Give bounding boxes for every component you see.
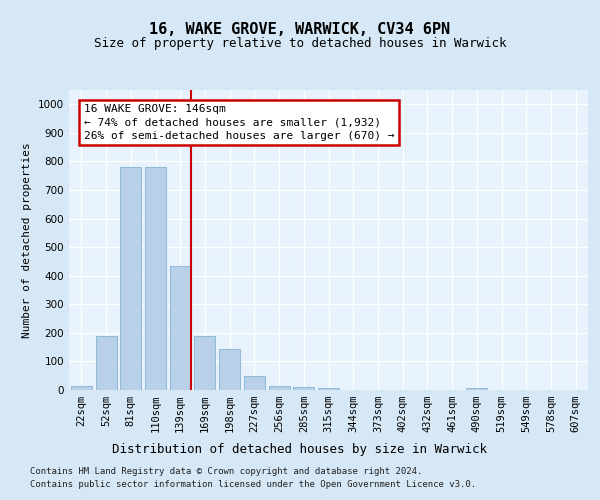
Text: 16 WAKE GROVE: 146sqm
← 74% of detached houses are smaller (1,932)
26% of semi-d: 16 WAKE GROVE: 146sqm ← 74% of detached … xyxy=(84,104,394,141)
Bar xyxy=(466,388,487,390)
Text: Contains HM Land Registry data © Crown copyright and database right 2024.: Contains HM Land Registry data © Crown c… xyxy=(30,468,422,476)
Text: Distribution of detached houses by size in Warwick: Distribution of detached houses by size … xyxy=(113,442,487,456)
Text: Contains public sector information licensed under the Open Government Licence v3: Contains public sector information licen… xyxy=(30,480,476,489)
Bar xyxy=(293,387,314,390)
Bar xyxy=(71,386,92,390)
Text: 16, WAKE GROVE, WARWICK, CV34 6PN: 16, WAKE GROVE, WARWICK, CV34 6PN xyxy=(149,22,451,38)
Y-axis label: Number of detached properties: Number of detached properties xyxy=(22,142,32,338)
Bar xyxy=(269,386,290,390)
Bar xyxy=(244,376,265,390)
Bar xyxy=(194,336,215,390)
Bar xyxy=(318,388,339,390)
Bar xyxy=(170,266,191,390)
Text: Size of property relative to detached houses in Warwick: Size of property relative to detached ho… xyxy=(94,38,506,51)
Bar xyxy=(120,167,141,390)
Bar xyxy=(145,167,166,390)
Bar xyxy=(219,348,240,390)
Bar xyxy=(95,336,116,390)
